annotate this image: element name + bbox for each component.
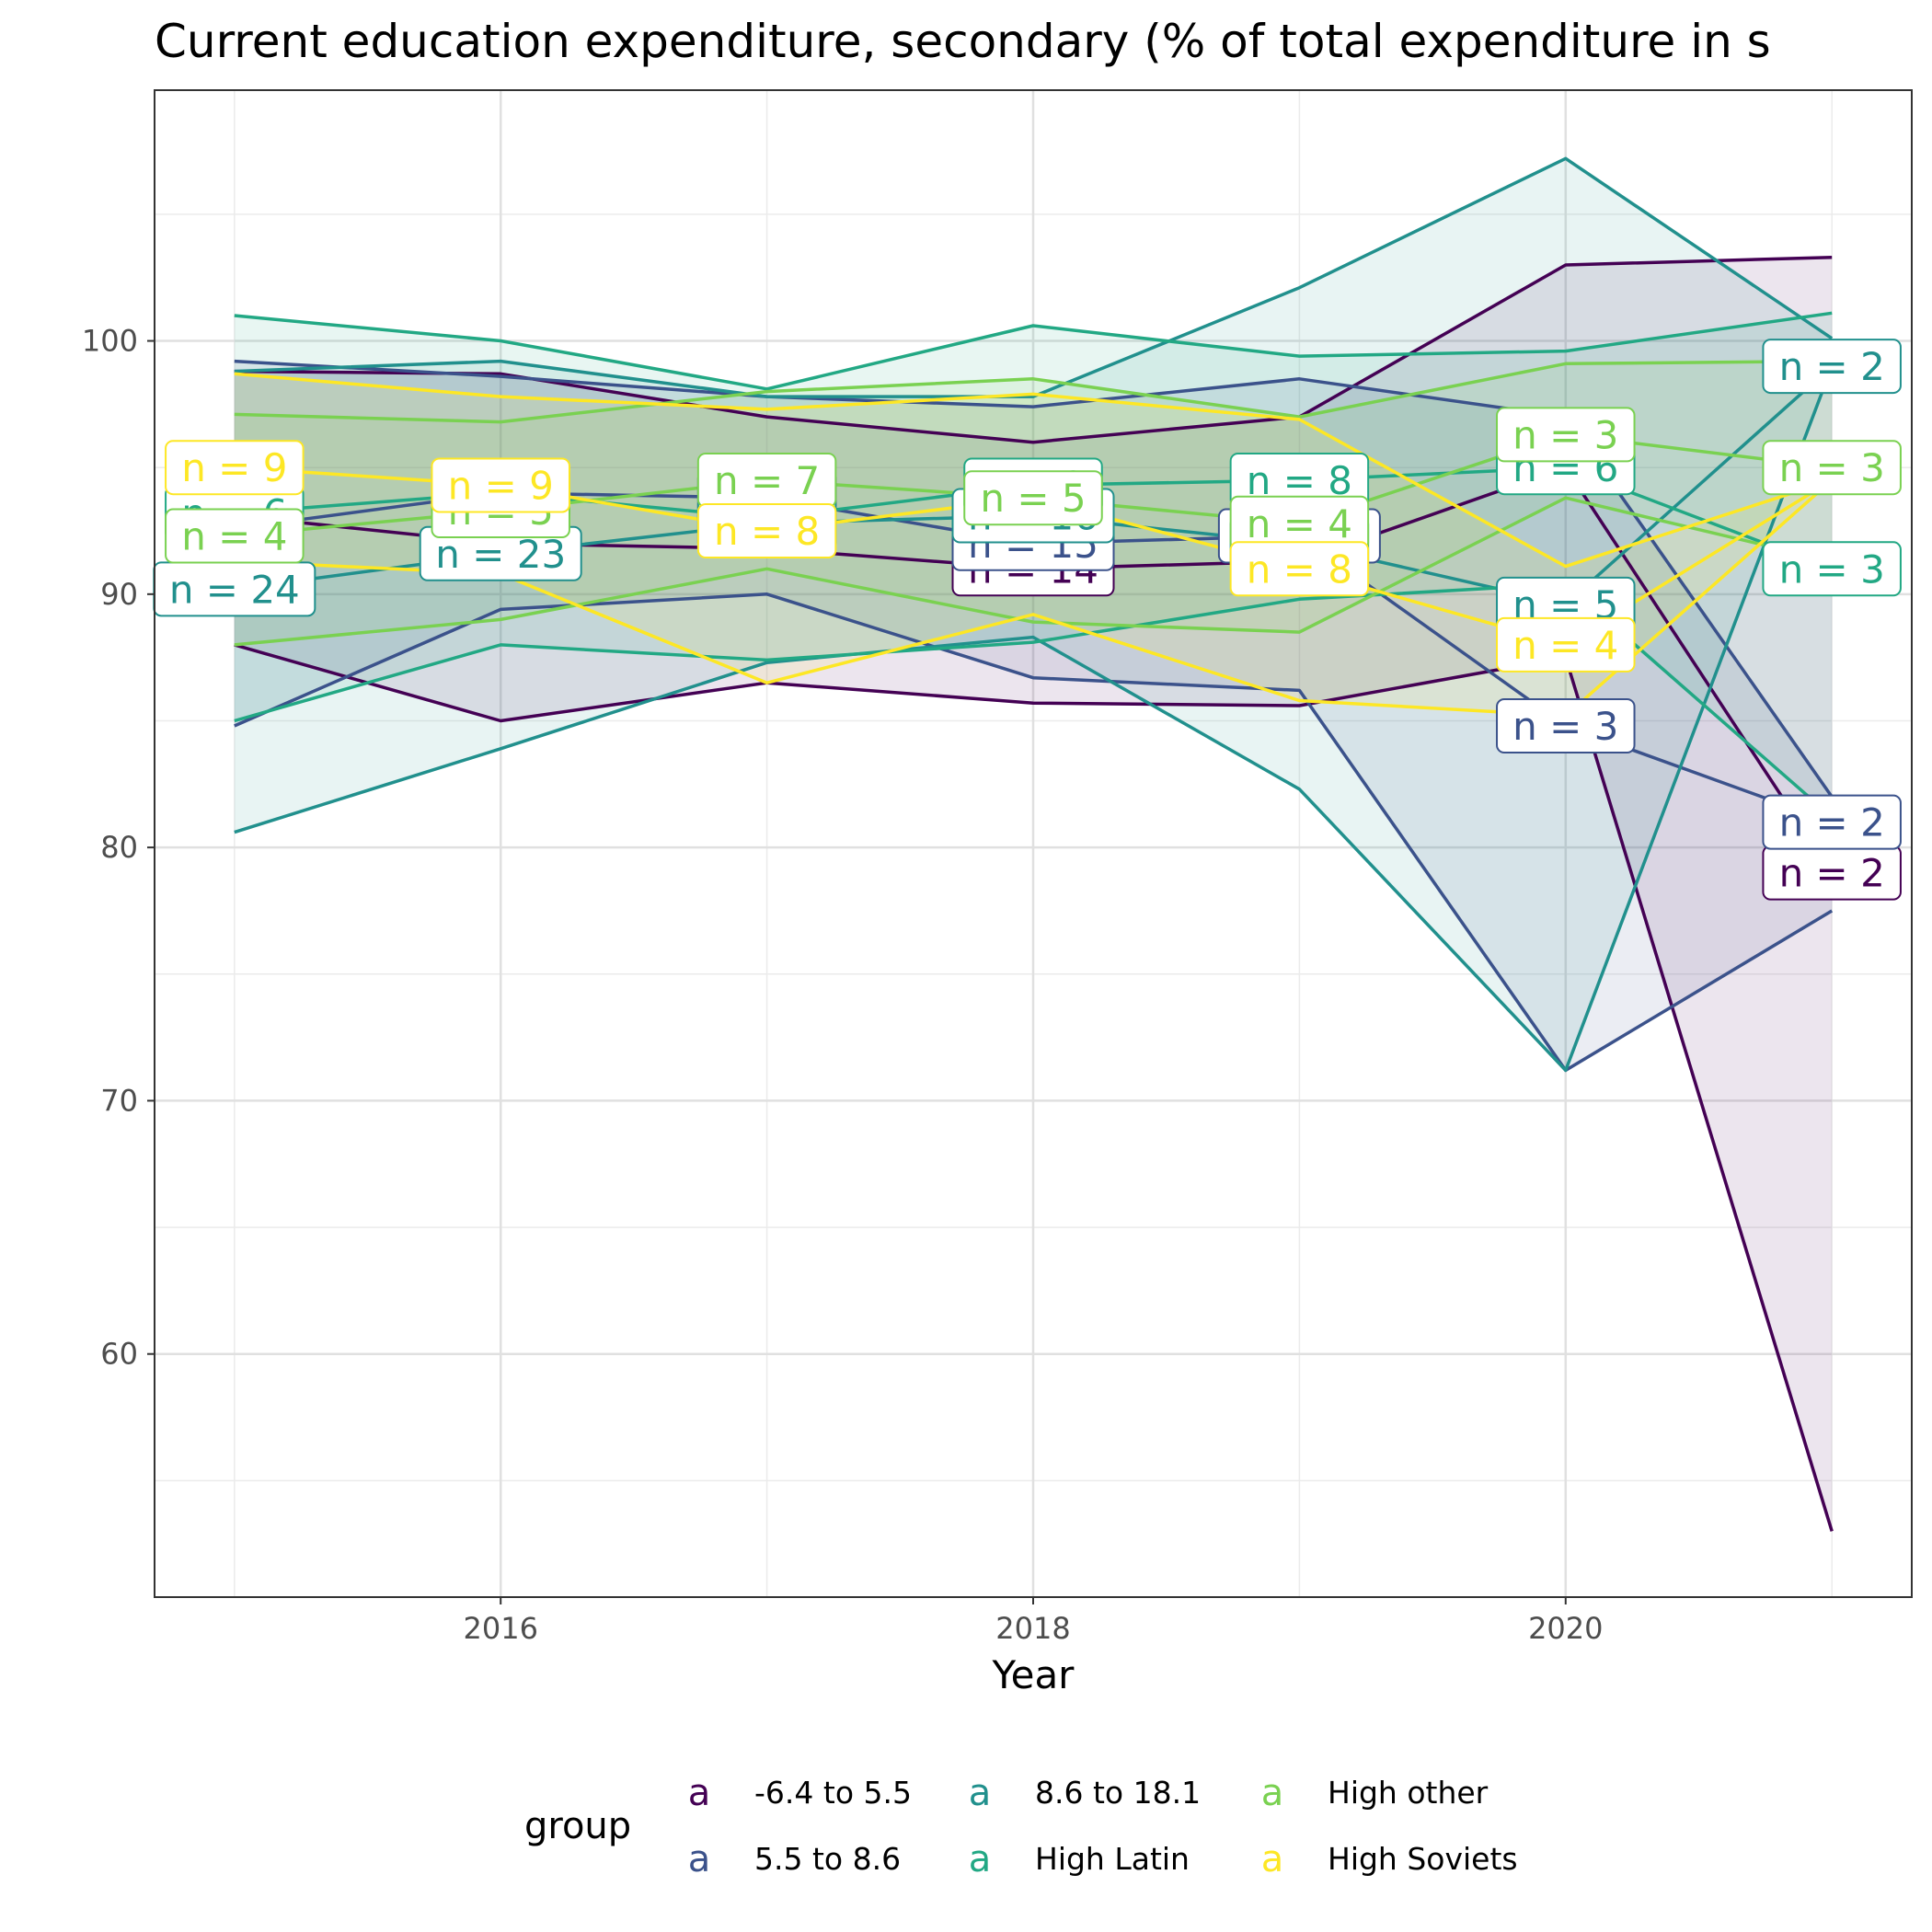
n-labels: n = 14n = 2n = 9n = 15n = 10n = 3n = 2n …: [153, 339, 1902, 901]
n-label-box: [696, 503, 837, 559]
x-tick-label: 2020: [1528, 1611, 1603, 1646]
legend-label: High other: [1328, 1775, 1489, 1811]
n-label-text: n = 4: [1512, 623, 1618, 668]
n-label: n = 23: [419, 525, 582, 581]
n-label-box: [1762, 339, 1902, 395]
legend-label: High Soviets: [1328, 1841, 1518, 1877]
n-label-text: n = 3: [1512, 704, 1618, 749]
legend-item: a 5.5 to 8.6: [688, 1838, 901, 1880]
n-label: n = 7: [696, 452, 837, 508]
legend-label: 8.6 to 18.1: [1035, 1775, 1201, 1811]
n-label: n = 3: [1762, 440, 1902, 496]
legend-item: a High other: [1261, 1772, 1489, 1814]
n-label-text: n = 5: [980, 476, 1086, 521]
n-label-box: [165, 508, 305, 564]
n-label: n = 2: [1762, 339, 1902, 395]
y-tick-label: 100: [82, 324, 138, 359]
n-label-box: [431, 457, 570, 513]
n-label: n = 24: [153, 561, 316, 617]
n-label-text: n = 9: [448, 463, 554, 508]
y-tick-label: 60: [100, 1337, 138, 1372]
x-tick-label: 2016: [463, 1611, 537, 1646]
x-tick-label: 2018: [995, 1611, 1070, 1646]
n-label-text: n = 2: [1779, 800, 1885, 845]
n-label: n = 4: [1229, 495, 1370, 551]
line-upper--6-4-to-5-5: [234, 255, 1833, 444]
n-label-text: n = 4: [181, 514, 287, 559]
n-label-text: n = 8: [714, 509, 820, 554]
legend-item: a -6.4 to 5.5: [688, 1772, 912, 1814]
n-label-box: [165, 440, 305, 496]
y-tick-label: 70: [100, 1083, 138, 1118]
n-label: n = 8: [1229, 452, 1370, 508]
legend-label: -6.4 to 5.5: [754, 1775, 912, 1811]
n-label-text: n = 3: [1779, 445, 1885, 490]
legend: group a -6.4 to 5.5 a 5.5 to 8.6 a 8.6 to 18.…: [524, 1772, 1518, 1880]
legend-key-glyph: a: [688, 1838, 711, 1880]
n-label-text: n = 23: [435, 532, 566, 577]
plot-panel: n = 14n = 2n = 9n = 15n = 10n = 3n = 2n …: [153, 89, 1913, 1598]
n-label: n = 4: [1496, 616, 1636, 673]
x-axis-title: Year: [992, 1652, 1075, 1697]
legend-key-glyph: a: [1261, 1838, 1284, 1880]
n-label-text: n = 3: [1512, 412, 1618, 457]
legend-item: a 8.6 to 18.1: [969, 1772, 1201, 1814]
line-upper-high-soviets: [234, 372, 1833, 569]
n-label-text: n = 7: [714, 458, 820, 503]
legend-key-glyph: a: [969, 1772, 992, 1814]
line-lower-high-other: [234, 496, 1833, 647]
legend-key-glyph: a: [969, 1838, 992, 1880]
n-label-text: n = 8: [1247, 546, 1352, 592]
y-tick-label: 90: [100, 577, 138, 612]
legend-item: a High Latin: [969, 1838, 1190, 1880]
line-lower-8-6-to-18-1: [234, 365, 1834, 1073]
n-label-box: [1496, 407, 1636, 463]
n-label: n = 8: [696, 503, 837, 559]
n-label-box: [1229, 541, 1370, 597]
n-label: n = 3: [1496, 697, 1636, 753]
n-label-text: n = 3: [1779, 546, 1885, 592]
n-label-text: n = 4: [1247, 501, 1352, 546]
n-label: n = 5: [963, 470, 1103, 526]
n-label: n = 9: [431, 457, 570, 513]
n-label: n = 3: [1496, 407, 1636, 463]
legend-title: group: [524, 1805, 631, 1847]
line-upper-high-latin: [234, 311, 1833, 391]
y-tick-label: 80: [100, 830, 138, 865]
grid-major: [155, 90, 1912, 1597]
n-label-box: [1762, 440, 1902, 496]
n-label-text: n = 2: [1779, 851, 1885, 896]
n-label-box: [1496, 616, 1636, 673]
n-label-box: [1762, 541, 1902, 597]
x-axis: 2016 2018 2020: [463, 1597, 1604, 1646]
legend-key-glyph: a: [1261, 1772, 1284, 1814]
y-axis: 60 70 80 90 100: [82, 324, 155, 1372]
line-upper-8-6-to-18-1: [234, 156, 1834, 398]
n-label-box: [1762, 794, 1902, 850]
n-label: n = 8: [1229, 541, 1370, 597]
n-label-text: n = 24: [169, 567, 300, 612]
n-label-text: n = 2: [1779, 344, 1885, 389]
legend-key-glyph: a: [688, 1772, 711, 1814]
legend-items: a -6.4 to 5.5 a 5.5 to 8.6 a 8.6 to 18.1 a High…: [688, 1772, 1518, 1880]
n-label: n = 4: [165, 508, 305, 564]
n-label-text: n = 9: [181, 445, 287, 490]
n-label-box: [1496, 697, 1636, 753]
chart-title: Current education expenditure, secondary…: [155, 15, 1771, 68]
legend-label: 5.5 to 8.6: [754, 1841, 901, 1877]
n-label: n = 2: [1762, 794, 1902, 850]
ribbon--6-4-to-5-5: [234, 257, 1833, 1532]
legend-item: a High Soviets: [1261, 1838, 1518, 1880]
n-label: n = 2: [1762, 845, 1902, 901]
n-label-box: [963, 470, 1103, 526]
n-label: n = 9: [165, 440, 305, 496]
n-label: n = 3: [1762, 541, 1902, 597]
legend-label: High Latin: [1035, 1841, 1190, 1877]
line-upper-high-other: [234, 359, 1833, 424]
